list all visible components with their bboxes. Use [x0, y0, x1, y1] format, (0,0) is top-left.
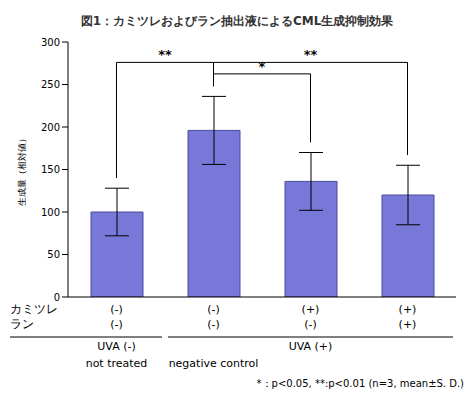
svg-text:negative control: negative control: [169, 357, 259, 370]
svg-text:(+): (+): [399, 303, 417, 316]
svg-text:ラン: ラン: [10, 317, 34, 331]
svg-text:**: **: [304, 47, 318, 62]
svg-text:(+): (+): [302, 303, 320, 316]
svg-text:(-): (-): [207, 303, 220, 316]
svg-text:(-): (-): [110, 318, 123, 331]
svg-text:**: **: [158, 47, 172, 62]
svg-text:生成量（相対値）: 生成量（相対値）: [17, 134, 27, 206]
svg-text:UVA (-): UVA (-): [97, 340, 135, 353]
svg-text:300: 300: [41, 37, 60, 48]
svg-text:カミツレ: カミツレ: [10, 302, 58, 316]
svg-text:UVA (+): UVA (+): [289, 340, 333, 353]
svg-text:0: 0: [54, 292, 60, 303]
svg-text:100: 100: [41, 207, 60, 218]
html-text:図1：カミツレおよびラン抽出液によるCML生成抑制効果: 図1：カミツレおよびラン抽出液によるCML生成抑制効果: [80, 14, 394, 28]
svg-text:not treated: not treated: [86, 357, 148, 370]
svg-text:*: *: [259, 59, 266, 74]
svg-text:(-): (-): [207, 318, 220, 331]
svg-text:50: 50: [47, 249, 60, 260]
svg-text:(-): (-): [110, 303, 123, 316]
svg-text:200: 200: [41, 122, 60, 133]
svg-text:250: 250: [41, 79, 60, 90]
svg-text:(-): (-): [304, 318, 317, 331]
svg-text:150: 150: [41, 164, 60, 175]
html-text:*：p<0.05, **:p<0.01 (n=3, mean: *：p<0.05, **:p<0.01 (n=3, mean±S. D.): [256, 378, 464, 389]
svg-text:(+): (+): [399, 318, 417, 331]
